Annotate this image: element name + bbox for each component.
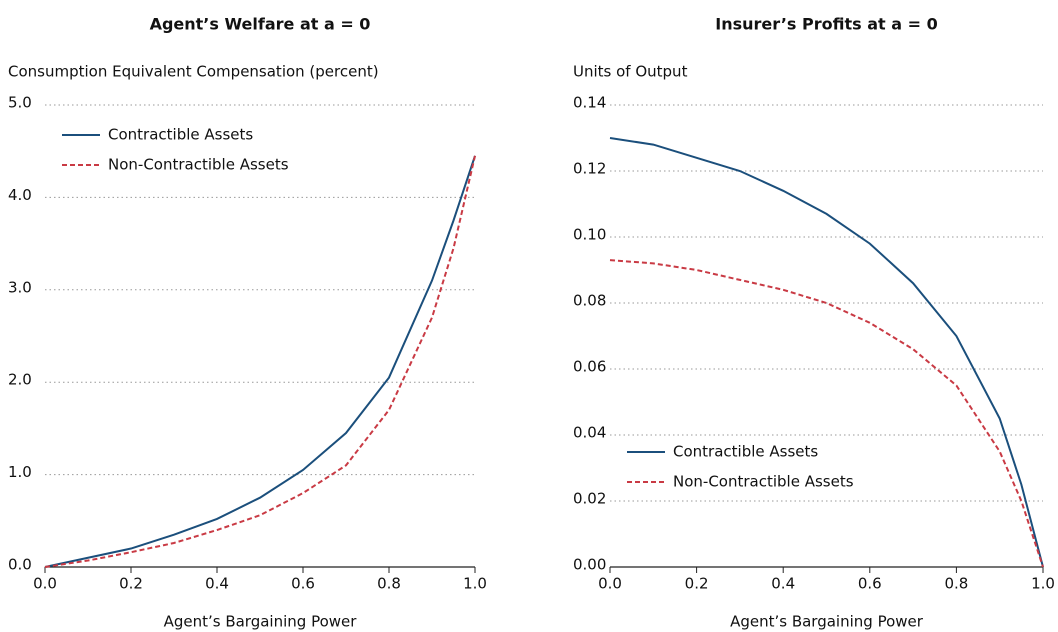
legend-label: Non-Contractible Assets xyxy=(673,473,854,491)
y-tick-label: 0.12 xyxy=(573,160,606,178)
legend-label: Contractible Assets xyxy=(108,126,253,144)
data-line xyxy=(44,155,476,568)
x-tick-label: 0.4 xyxy=(205,575,229,593)
x-tick-label: 0.6 xyxy=(291,575,315,593)
data-line xyxy=(609,259,1044,568)
x-axis-title: Agent’s Bargaining Power xyxy=(730,613,924,631)
x-tick-label: 1.0 xyxy=(463,575,487,593)
x-tick-label: 1.0 xyxy=(1031,575,1055,593)
x-tick-label: 0.4 xyxy=(771,575,795,593)
x-tick-label: 0.8 xyxy=(377,575,401,593)
x-tick-label: 0.6 xyxy=(858,575,882,593)
chart-title: Agent’s Welfare at a = 0 xyxy=(150,15,371,34)
x-tick-label: 0.2 xyxy=(685,575,709,593)
data-line xyxy=(44,155,476,568)
x-tick-label: 0.0 xyxy=(598,575,622,593)
chart-title: Insurer’s Profits at a = 0 xyxy=(715,15,937,34)
y-axis-title: Consumption Equivalent Compensation (per… xyxy=(8,63,379,81)
y-axis-title: Units of Output xyxy=(573,63,688,81)
y-tick-label: 0.00 xyxy=(573,556,606,574)
y-tick-label: 0.04 xyxy=(573,424,606,442)
y-tick-label: 3.0 xyxy=(8,278,32,296)
y-tick-label: 2.0 xyxy=(8,371,32,389)
y-tick-label: 0.02 xyxy=(573,490,606,508)
y-tick-label: 0.0 xyxy=(8,556,32,574)
x-axis-title: Agent’s Bargaining Power xyxy=(164,613,358,631)
x-tick-label: 0.0 xyxy=(33,575,57,593)
y-tick-label: 0.10 xyxy=(573,226,606,244)
y-tick-label: 0.06 xyxy=(573,358,606,376)
y-tick-label: 0.08 xyxy=(573,292,606,310)
y-tick-label: 4.0 xyxy=(8,186,32,204)
data-line xyxy=(609,137,1044,568)
x-tick-label: 0.2 xyxy=(119,575,143,593)
x-tick-label: 0.8 xyxy=(944,575,968,593)
y-tick-label: 0.14 xyxy=(573,94,606,112)
y-tick-label: 5.0 xyxy=(8,94,32,112)
legend-label: Contractible Assets xyxy=(673,443,818,461)
legend-label: Non-Contractible Assets xyxy=(108,156,289,174)
y-tick-label: 1.0 xyxy=(8,463,32,481)
